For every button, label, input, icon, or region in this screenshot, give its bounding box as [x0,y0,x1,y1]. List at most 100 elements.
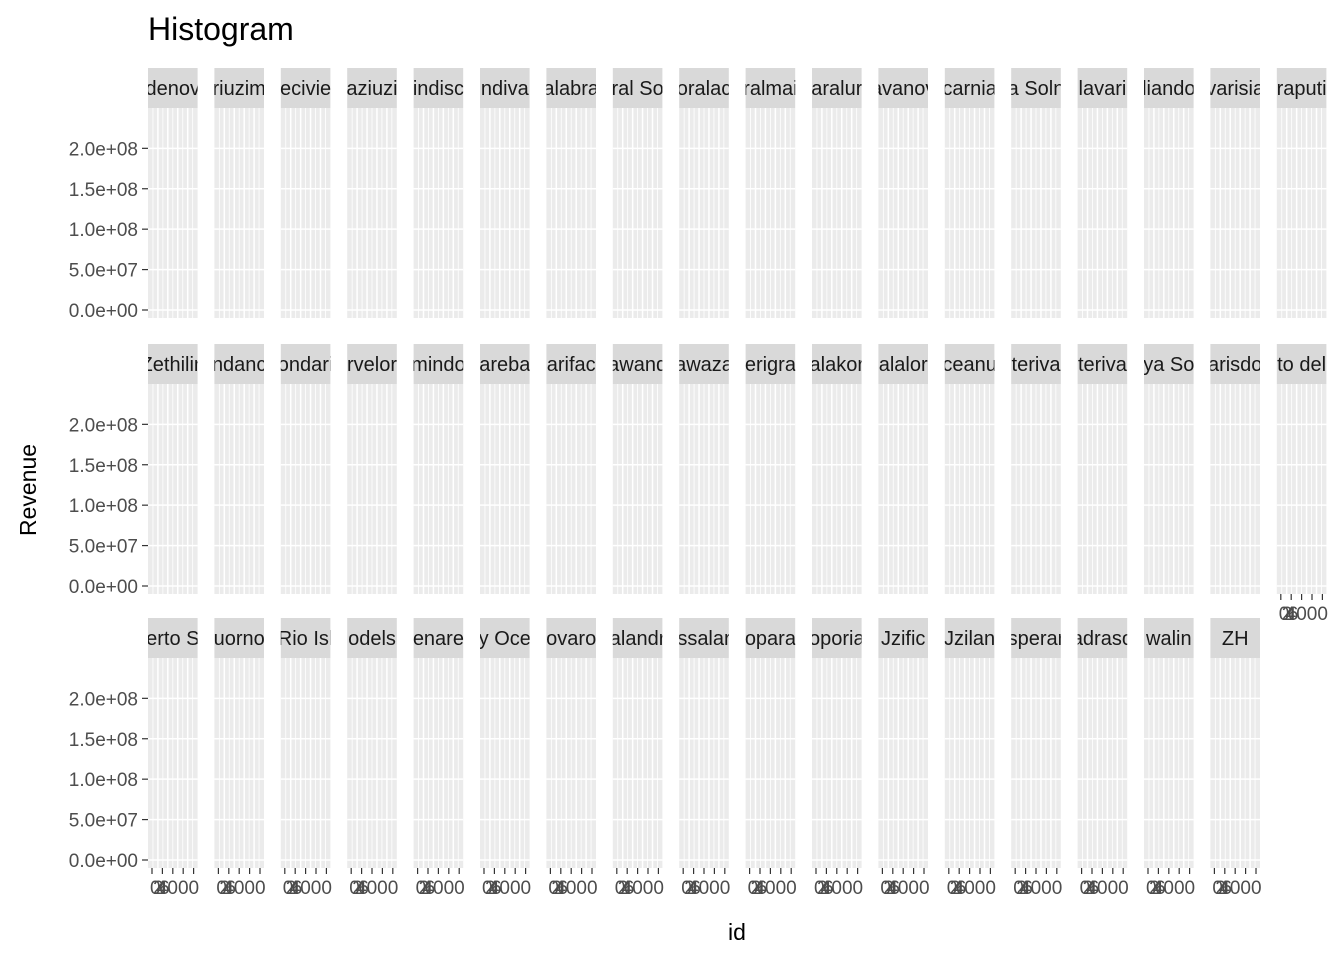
facet-strip-label: oralac [677,78,731,100]
x-tick-label: 2 [153,878,164,899]
x-tick-label: 4 [621,878,632,899]
x-tick-label: 0 [615,878,626,899]
x-tick-label: 4000 [356,878,398,899]
x-tick-label: 0 [416,878,427,899]
x-tick-label: 0 [150,878,161,899]
x-tick-label: 2 [1016,878,1027,899]
x-tick-label: 0 [1013,878,1024,899]
x-tick-label: 4 [1086,878,1097,899]
facet-strip [812,618,862,658]
x-tick-label: 4 [1152,878,1163,899]
facet-strip-label: arifac [547,354,596,376]
facet-panel: ondari [280,344,331,594]
x-tick-label: 2 [1282,604,1293,625]
facet-strip-label: odels [348,628,396,650]
facet-strip-label: awaza [675,354,734,376]
facet-panel: Zethilin [148,344,198,594]
facet-strip-label: lavari [1079,78,1127,100]
x-tick-label: 6 [757,878,768,899]
x-tick-label: 4000 [555,878,597,899]
x-tick-label: 4 [222,878,233,899]
facet-strip [280,68,331,108]
facet-strip [1077,68,1128,108]
facet-strip-label: ral So [611,78,663,100]
x-tick-label: 2 [883,878,894,899]
facet-strip-label: varisia [1206,78,1265,100]
facet-strip [480,68,530,108]
x-tick-label: 4000 [887,878,929,899]
x-tick-label: 0 [548,878,559,899]
facet-strip [148,68,198,108]
x-tick-label: 0 [482,878,493,899]
facet-strip [1210,68,1260,108]
facet-strip-label: y Oce [479,628,531,650]
x-tick-label: 4000 [223,878,265,899]
chart-title: Histogram [148,11,294,47]
facet-strip-label: uorno [214,628,265,650]
facet-strip [812,68,862,108]
facet-strip-label: ceanu [942,354,997,376]
x-tick-label: 4000 [1286,604,1328,625]
facet-panel: teriva [1077,344,1127,594]
facet-strip-label: ZH [1222,628,1249,650]
facet-panel: ecivie [280,68,331,318]
facet-strip-label: ya So [1143,354,1194,376]
facet-strip [679,618,729,658]
x-tick-label: 2 [618,878,629,899]
facet-strip [1276,68,1327,108]
facet-panel: aziuzi [347,68,397,318]
x-tick-label: 2 [352,878,363,899]
facet-panel: avanov [878,68,928,318]
facet-strip [1011,68,1061,108]
y-tick-label: 2.0e+08 [69,689,138,710]
x-tick-label: 2 [419,878,430,899]
facet-panels: denov riuzim ecivie aziuzi indisc ndiva alabra… [69,68,1328,899]
facet-strip-label: alandr [610,628,666,650]
facet-panel: carnia [942,68,997,318]
x-tick-label: 4000 [1020,878,1062,899]
facet-strip [1011,618,1061,658]
x-tick-label: 4000 [422,878,464,899]
facet-strip-label: adraso [1072,628,1133,650]
x-tick-label: 2 [485,878,496,899]
facet-panel: liando [1144,68,1194,318]
x-tick-label: 4000 [1153,878,1195,899]
x-tick-label: 0 [283,878,294,899]
x-tick-label: 4000 [1219,878,1261,899]
x-tick-label: 4 [754,878,765,899]
x-tick-label: 6 [889,878,900,899]
x-tick-label: 6 [1155,878,1166,899]
x-tick-label: 0 [216,878,227,899]
y-tick-label: 2.0e+08 [69,415,138,436]
x-tick-label: 2 [1149,878,1160,899]
x-tick-label: 6 [425,878,436,899]
x-tick-label: 4 [1019,878,1030,899]
x-tick-label: 6 [292,878,303,899]
x-tick-label: 6 [624,878,635,899]
facet-panel: ralmai [745,68,796,318]
facet-strip-label: enare [413,628,464,650]
facet-panel: ceanu [942,344,997,594]
facet-strip [546,344,596,384]
x-tick-label: 4 [554,878,565,899]
x-tick-label: 4000 [622,878,664,899]
facet-strip [214,344,264,384]
x-tick-label: 2 [219,878,230,899]
facet-strip-label: carnia [942,78,997,100]
x-tick-label: 2 [1215,878,1226,899]
x-tick-label: 0 [880,878,891,899]
facet-strip [280,344,331,384]
x-axis-title: id [728,919,746,945]
facet-strip [612,68,663,108]
x-tick-label: 0 [681,878,692,899]
x-tick-label: 4 [156,878,167,899]
facet-strip [1144,68,1194,108]
facet-strip-label: riuzim [213,78,266,100]
x-tick-label: 0 [814,878,825,899]
x-tick-label: 0 [1080,878,1091,899]
x-tick-label: 6 [159,878,170,899]
